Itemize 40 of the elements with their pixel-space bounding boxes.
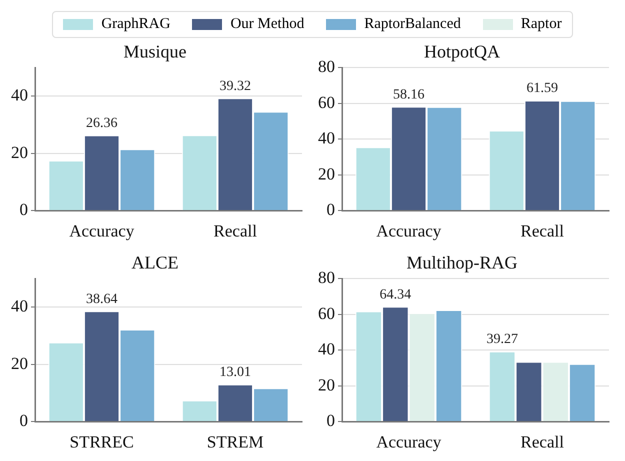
chart-title: Multihop-RAG: [406, 252, 518, 273]
data-label: 13.01: [220, 365, 251, 380]
chart-title: HotpotQA: [424, 42, 500, 62]
y-tick-label: 0: [20, 411, 28, 430]
y-tick-label: 0: [326, 200, 335, 220]
legend-label: RaptorBalanced: [364, 16, 461, 32]
y-tick-label: 20: [11, 142, 28, 162]
y-tick-label: 40: [318, 340, 335, 359]
x-tick-label: Accuracy: [376, 221, 442, 240]
y-tick-label: 20: [318, 164, 335, 184]
data-label: 38.64: [86, 292, 118, 307]
x-tick-label: STRREC: [70, 432, 134, 452]
y-tick-label: 40: [11, 296, 28, 316]
chart-title: ALCE: [132, 252, 178, 273]
y-tick-label: 0: [326, 411, 335, 430]
x-tick-label: STREM: [206, 432, 264, 452]
y-tick-label: 80: [318, 268, 335, 288]
y-tick-label: 0: [20, 200, 28, 220]
y-tick-label: 40: [11, 86, 28, 105]
data-label: 26.36: [86, 116, 118, 131]
legend-label: Our Method: [230, 16, 304, 32]
x-tick-label: Recall: [214, 221, 258, 240]
legend-label: GraphRAG: [101, 16, 170, 32]
chart-title: Musique: [124, 42, 187, 62]
data-label: 64.34: [380, 287, 412, 302]
data-label: 39.32: [220, 78, 251, 94]
y-tick-label: 80: [318, 57, 335, 76]
y-tick-label: 40: [318, 128, 335, 148]
legend-label: Raptor: [520, 16, 562, 32]
x-tick-label: Accuracy: [376, 432, 442, 452]
data-label: 58.16: [393, 87, 424, 102]
y-tick-label: 60: [318, 92, 335, 112]
y-tick-label: 20: [318, 375, 335, 394]
x-tick-label: Recall: [520, 432, 564, 452]
x-tick-label: Accuracy: [69, 221, 135, 240]
data-label: 39.27: [486, 332, 518, 348]
y-tick-label: 20: [11, 354, 28, 373]
y-tick-label: 60: [318, 304, 335, 323]
x-tick-label: Recall: [520, 221, 564, 240]
data-label: 61.59: [526, 81, 558, 96]
